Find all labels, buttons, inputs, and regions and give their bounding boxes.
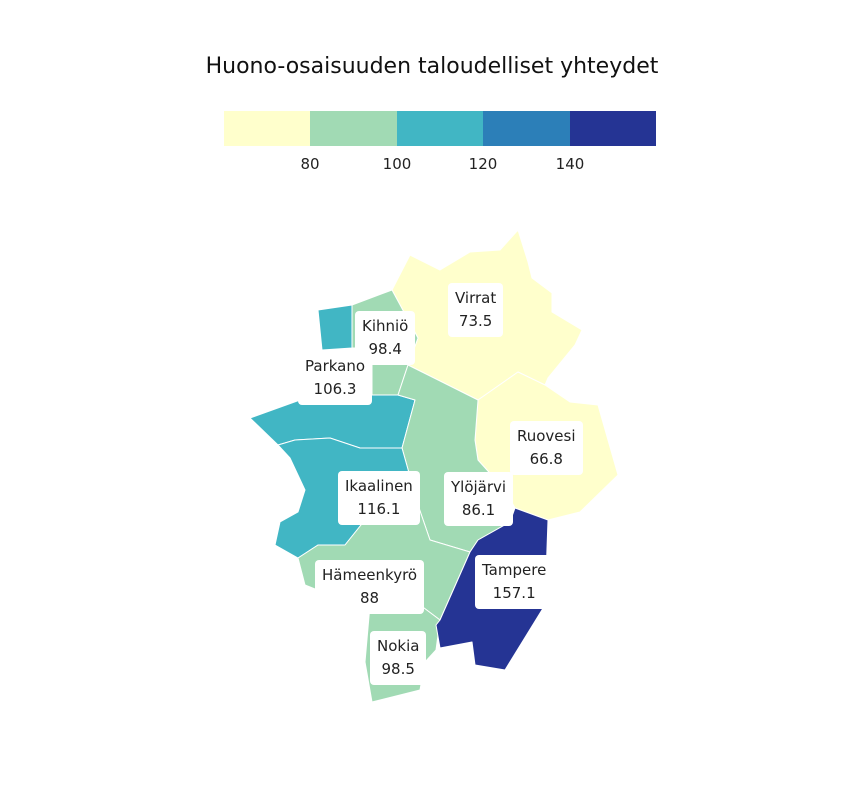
label-ruovesi-name: Ruovesi xyxy=(517,427,576,445)
legend-swatch-4 xyxy=(483,111,570,146)
label-ylojarvi: Ylöjärvi 86.1 xyxy=(444,472,514,526)
label-hameenkyro: Hämeenkyrö 88 xyxy=(315,560,425,614)
label-tampere-name: Tampere xyxy=(482,561,547,579)
map-title: Huono-osaisuuden taloudelliset yhteydet xyxy=(205,54,659,79)
legend-tick-100: 100 xyxy=(382,155,412,173)
label-ylojarvi-value: 86.1 xyxy=(461,501,496,519)
legend-tick-140: 140 xyxy=(555,155,585,173)
label-ylojarvi-name: Ylöjärvi xyxy=(451,478,507,496)
label-virrat-name: Virrat xyxy=(455,289,497,307)
label-ikaalinen-value: 116.1 xyxy=(357,500,401,518)
label-parkano: Parkano 106.3 xyxy=(298,351,373,405)
legend-swatch-3 xyxy=(396,111,484,146)
label-kihnio-name: Kihniö xyxy=(362,317,409,335)
label-tampere-value: 157.1 xyxy=(492,584,536,602)
label-nokia-name: Nokia xyxy=(377,637,420,655)
label-ruovesi: Ruovesi 66.8 xyxy=(510,421,583,475)
label-virrat: Virrat 73.5 xyxy=(448,283,504,337)
legend-tick-120: 120 xyxy=(468,155,498,173)
label-parkano-name: Parkano xyxy=(305,357,366,375)
label-hameenkyro-value: 88 xyxy=(360,589,380,607)
label-ikaalinen-name: Ikaalinen xyxy=(345,477,413,495)
label-nokia-value: 98.5 xyxy=(381,660,415,678)
color-legend xyxy=(224,111,657,146)
label-ikaalinen: Ikaalinen 116.1 xyxy=(338,471,420,525)
legend-swatch-5 xyxy=(569,111,657,146)
legend-swatch-2 xyxy=(310,111,397,146)
legend-tick-80: 80 xyxy=(300,155,320,173)
label-parkano-value: 106.3 xyxy=(313,380,357,398)
label-nokia: Nokia 98.5 xyxy=(370,631,427,685)
legend-swatch-1 xyxy=(224,111,311,146)
label-hameenkyro-name: Hämeenkyrö xyxy=(322,566,418,584)
label-tampere: Tampere 157.1 xyxy=(475,555,554,609)
label-kihnio-value: 98.4 xyxy=(368,340,402,358)
region-parkano-north[interactable] xyxy=(317,304,353,351)
label-ruovesi-value: 66.8 xyxy=(529,450,563,468)
label-virrat-value: 73.5 xyxy=(458,312,493,330)
